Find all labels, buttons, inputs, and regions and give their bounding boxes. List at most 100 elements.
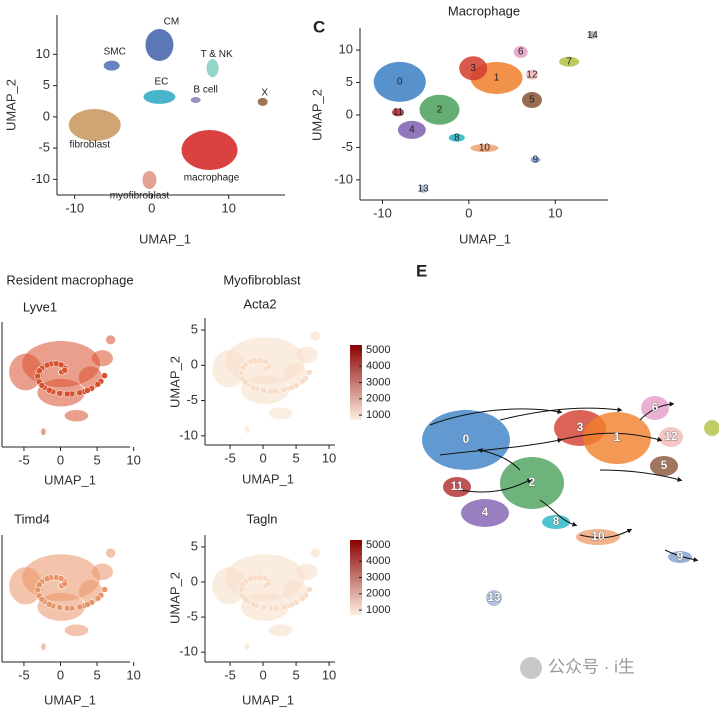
cell-dot — [247, 358, 254, 366]
cell-dot — [242, 379, 249, 386]
panel: -5 0 5 10 -10 -5 0 5 UMAP_1 UMAP_2 Tagln 1000 2000 30… — [167, 511, 390, 707]
stream-cluster-label: 1 — [614, 430, 621, 444]
streamline — [429, 408, 563, 426]
cell-cloud — [296, 563, 318, 580]
stream-cluster-label: 0 — [463, 432, 470, 446]
cell-cloud — [91, 563, 114, 580]
streamline — [477, 448, 521, 471]
cell-dot — [267, 387, 275, 395]
panel: -5 0 5 10 UMAP_1 Lyve1 Resident macrophage — [1, 272, 141, 487]
colorbar-tick-label: 4000 — [366, 360, 390, 372]
x-tick-label: 5 — [292, 450, 299, 465]
cell-dot — [288, 601, 295, 608]
stream-cluster — [650, 456, 678, 476]
cluster — [470, 144, 499, 153]
cell-cloud — [244, 426, 250, 434]
stream-cluster — [443, 477, 471, 497]
colorbar — [350, 540, 362, 615]
y-tick-label: -10 — [179, 427, 198, 442]
cell-cloud — [212, 350, 246, 388]
x-tick-label: 10 — [322, 667, 336, 682]
cluster-label: 7 — [566, 56, 572, 67]
cluster — [392, 108, 405, 117]
cell-cloud — [64, 624, 89, 637]
cell-dot — [305, 369, 313, 376]
stream-cluster-label: 12 — [664, 429, 678, 443]
y-axis-label: UMAP_2 — [309, 89, 324, 141]
y-tick-label: 10 — [36, 46, 50, 61]
x-tick-label: 0 — [148, 200, 155, 215]
cluster — [373, 61, 426, 102]
x-tick-label: 5 — [292, 667, 299, 682]
stream-cluster — [659, 427, 683, 447]
streamline — [559, 432, 663, 442]
cell-dot — [84, 601, 91, 608]
cell-dot — [76, 389, 84, 396]
panel-letter: E — [416, 261, 427, 280]
cell-dot — [43, 575, 51, 583]
cell-cloud — [310, 548, 321, 558]
cluster-label: SMC — [104, 46, 126, 57]
cell-cloud — [268, 407, 293, 420]
y-axis-label: UMAP_2 — [167, 356, 182, 408]
cell-dot — [94, 595, 102, 602]
streamline — [579, 528, 633, 539]
cluster-label: 8 — [454, 132, 460, 143]
y-axis-label: UMAP_2 — [3, 79, 18, 131]
x-tick-label: -5 — [224, 450, 236, 465]
y-tick-label: 5 — [346, 74, 353, 89]
x-tick-label: -5 — [18, 452, 30, 467]
y-tick-label: -10 — [31, 171, 50, 186]
panel: -5 0 5 10 UMAP_1 Timd4 — [1, 511, 141, 707]
cluster — [513, 46, 528, 59]
cluster-label: 6 — [518, 47, 524, 58]
colorbar-tick-label: 5000 — [366, 344, 390, 356]
x-tick-label: 10 — [322, 450, 336, 465]
cell-cloud — [105, 335, 116, 345]
cluster — [459, 56, 488, 81]
cluster — [142, 171, 157, 189]
x-tick-label: 10 — [548, 205, 562, 220]
cluster — [525, 69, 538, 80]
chart-title: Acta2 — [243, 296, 276, 311]
y-tick-label: -10 — [179, 644, 198, 659]
cell-dot — [242, 596, 249, 603]
cell-cloud — [9, 567, 43, 605]
cluster-label: fibroblast — [69, 140, 110, 151]
streamline — [539, 499, 578, 527]
x-tick-label: 0 — [259, 667, 266, 682]
x-tick-label: 0 — [259, 450, 266, 465]
cluster-label: 13 — [418, 184, 430, 195]
cluster — [397, 120, 426, 139]
cell-cloud — [268, 624, 293, 637]
x-axis-label: UMAP_1 — [242, 692, 294, 707]
cell-dot — [260, 387, 267, 394]
cell-cloud — [64, 409, 89, 422]
x-tick-label: 0 — [465, 205, 472, 220]
cluster — [257, 97, 268, 106]
cell-dot — [56, 604, 63, 611]
cell-cloud — [310, 331, 321, 341]
streamline — [459, 478, 533, 493]
y-axis-label: UMAP_2 — [167, 572, 182, 624]
colorbar-tick-label: 1000 — [366, 604, 390, 616]
cell-dot — [261, 575, 269, 582]
colorbar-tick-label: 1000 — [366, 409, 390, 421]
cell-dot — [305, 586, 313, 593]
x-axis-label: UMAP_1 — [459, 231, 511, 246]
cell-dot — [46, 601, 53, 608]
x-axis-label: UMAP_1 — [242, 471, 294, 486]
streamline — [664, 549, 699, 563]
cell-dot — [57, 361, 65, 369]
cell-cloud — [91, 350, 114, 367]
cell-dot — [63, 390, 71, 398]
colorbar — [350, 345, 362, 420]
cluster — [103, 60, 120, 71]
chart-title: Tagln — [246, 511, 277, 526]
cluster — [181, 130, 238, 170]
x-tick-label: -10 — [65, 200, 84, 215]
cell-dot — [280, 603, 288, 611]
cell-dot — [43, 361, 51, 369]
cell-cloud — [41, 643, 46, 651]
